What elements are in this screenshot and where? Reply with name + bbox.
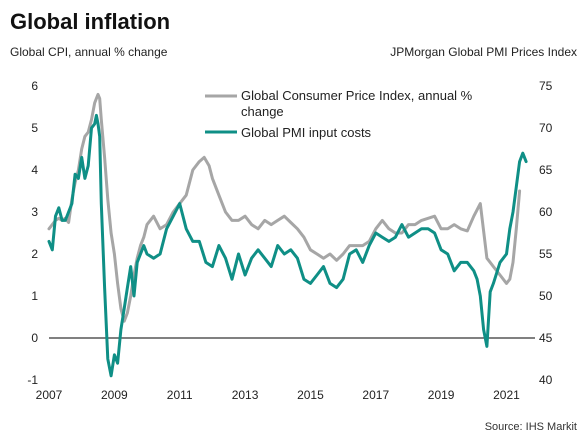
left-tick-label: 2: [31, 247, 38, 261]
left-tick-label: -1: [27, 373, 38, 387]
series-group: [47, 92, 528, 378]
right-tick-label: 55: [539, 247, 553, 261]
right-tick-label: 65: [539, 163, 553, 177]
legend-label-cpi-line2: change: [241, 104, 284, 119]
right-tick-label: 45: [539, 331, 553, 345]
left-tick-label: 6: [31, 79, 38, 93]
legend-label-cpi-line1: Global Consumer Price Index, annual %: [241, 88, 473, 103]
x-tick-label: 2021: [493, 388, 520, 402]
left-tick-label: 5: [31, 121, 38, 135]
right-tick-label: 50: [539, 289, 553, 303]
x-tick-label: 2007: [36, 388, 63, 402]
right-tick-label: 40: [539, 373, 553, 387]
left-tick-label: 0: [31, 331, 38, 345]
x-tick-label: 2019: [428, 388, 455, 402]
x-tick-label: 2009: [101, 388, 128, 402]
legend-label-cpi: Global Consumer Price Index, annual % cha…: [241, 88, 473, 119]
right-tick-label: 75: [539, 79, 553, 93]
left-tick-label: 4: [31, 163, 38, 177]
right-axis-label: JPMorgan Global PMI Prices Index: [390, 45, 577, 59]
legend: Global Consumer Price Index, annual % cha…: [205, 88, 473, 140]
left-tick-label: 3: [31, 205, 38, 219]
right-tick-label: 60: [539, 205, 553, 219]
pmi-series-line: [47, 113, 528, 378]
source-note: Source: IHS Markit: [485, 421, 577, 433]
left-tick-label: 1: [31, 289, 38, 303]
chart-title: Global inflation: [10, 9, 170, 34]
x-tick-label: 2011: [167, 388, 193, 402]
left-axis-label: Global CPI, annual % change: [10, 45, 168, 59]
x-tick-label: 2013: [232, 388, 259, 402]
cpi-series-line: [47, 92, 522, 323]
right-tick-label: 70: [539, 121, 553, 135]
x-tick-label: 2015: [297, 388, 324, 402]
x-tick-label: 2017: [362, 388, 389, 402]
legend-label-pmi: Global PMI input costs: [241, 125, 372, 140]
